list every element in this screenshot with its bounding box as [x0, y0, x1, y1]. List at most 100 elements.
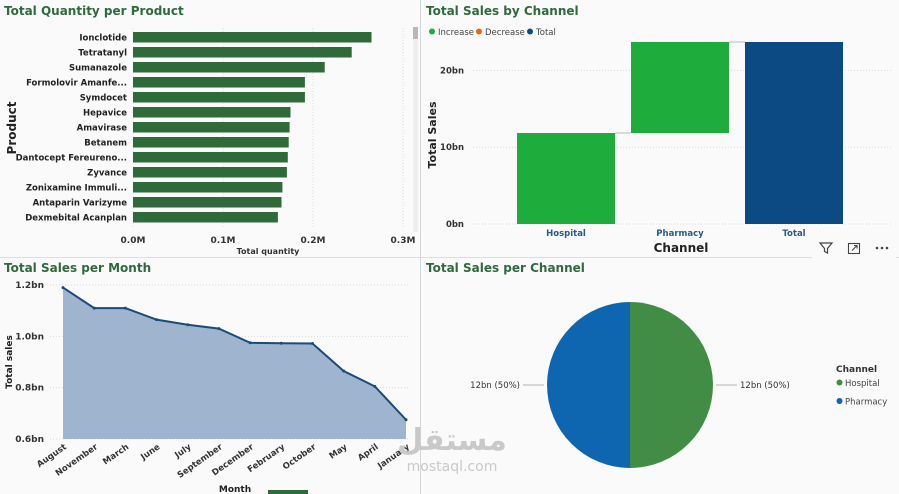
- more-options-icon[interactable]: [871, 237, 893, 259]
- waterfall-legend-marker: [476, 28, 482, 35]
- quantity-category-label: Symdocet: [80, 94, 127, 104]
- pie-slice[interactable]: [547, 302, 630, 468]
- area-y-tick: 1.2bn: [15, 281, 44, 291]
- channel-pie-chart[interactable]: 12bn (50%) 12bn (50%) Channel Hospital Pha…: [421, 258, 899, 494]
- waterfall-y-tick: 20bn: [440, 66, 464, 76]
- waterfall-y-tick: 0bn: [446, 220, 464, 230]
- area-point[interactable]: [92, 306, 96, 310]
- channel-waterfall-title: Total Sales by Channel: [426, 4, 579, 18]
- area-point[interactable]: [373, 384, 377, 388]
- area-fill[interactable]: [63, 287, 406, 439]
- quantity-bar[interactable]: [133, 122, 290, 133]
- quantity-bar[interactable]: [133, 167, 287, 178]
- quantity-bar[interactable]: [133, 62, 325, 73]
- area-x-label: June: [138, 442, 162, 463]
- area-point[interactable]: [123, 306, 127, 310]
- area-x-label: July: [172, 442, 193, 461]
- pie-slice[interactable]: [630, 302, 713, 468]
- month-area-panel[interactable]: Total Sales per Month 0.6bn 0.8bn 1.0bn 1.2…: [0, 258, 420, 494]
- pie-legend-label[interactable]: Hospital: [845, 379, 880, 389]
- quantity-category-label: Dexmebital Acanplan: [25, 214, 127, 224]
- area-point[interactable]: [404, 418, 408, 422]
- channel-waterfall-chart[interactable]: Increase Decrease Total 0bn 10bn 20bn Hospit…: [421, 0, 899, 257]
- quantity-category-label: Hepavice: [83, 109, 127, 119]
- quantity-scrollbar-track[interactable]: [413, 27, 418, 232]
- quantity-bar[interactable]: [133, 107, 291, 118]
- area-point[interactable]: [342, 369, 346, 373]
- waterfall-x-label: Total: [782, 229, 805, 239]
- quantity-bar[interactable]: [133, 92, 305, 103]
- area-y-axis-title: Total sales: [5, 335, 15, 389]
- waterfall-x-axis-title: Channel: [654, 241, 709, 255]
- quantity-category-label: Antaparin Varizyme: [33, 199, 128, 209]
- waterfall-legend-label[interactable]: Decrease: [485, 28, 525, 38]
- quantity-x-axis-title: Total quantity: [237, 247, 301, 256]
- waterfall-bar[interactable]: [745, 41, 843, 224]
- area-y-tick: 0.6bn: [15, 435, 44, 445]
- quantity-bar[interactable]: [133, 212, 278, 223]
- area-point[interactable]: [186, 323, 190, 327]
- area-point[interactable]: [155, 318, 159, 322]
- waterfall-x-label: Hospital: [546, 229, 586, 239]
- channel-pie-title: Total Sales per Channel: [426, 261, 585, 275]
- quantity-bar[interactable]: [133, 137, 289, 148]
- horizontal-divider: [0, 257, 899, 258]
- mostaql-watermark: مستقل mostaql.com: [397, 423, 507, 476]
- pie-legend-marker: [836, 398, 843, 404]
- quantity-category-label: Zyvance: [87, 169, 127, 179]
- area-y-tick: 1.0bn: [15, 332, 44, 342]
- quantity-category-label: Tetratanyl: [78, 49, 127, 59]
- waterfall-y-tick: 10bn: [440, 143, 464, 153]
- quantity-bar[interactable]: [133, 47, 352, 58]
- area-x-label: March: [101, 442, 131, 467]
- pie-legend-label[interactable]: Pharmacy: [845, 398, 887, 408]
- waterfall-bar[interactable]: [517, 132, 615, 224]
- area-point[interactable]: [217, 327, 221, 331]
- area-y-tick: 0.8bn: [15, 384, 44, 394]
- area-point[interactable]: [279, 341, 283, 345]
- waterfall-legend-marker: [429, 28, 435, 35]
- area-x-label: October: [281, 442, 319, 473]
- quantity-bar[interactable]: [133, 77, 305, 88]
- area-x-label: May: [328, 442, 350, 462]
- waterfall-legend-label[interactable]: Increase: [438, 28, 474, 38]
- page-tab-indicator[interactable]: [268, 490, 308, 494]
- visual-header-actions: [812, 236, 896, 260]
- filter-icon[interactable]: [815, 237, 837, 259]
- channel-pie-panel[interactable]: Total Sales per Channel 12bn (50%) 12bn (…: [421, 258, 899, 494]
- quantity-bar[interactable]: [133, 197, 282, 208]
- area-point[interactable]: [310, 342, 314, 346]
- quantity-bar[interactable]: [133, 32, 372, 43]
- waterfall-y-axis-title: Total Sales: [426, 101, 439, 168]
- area-line[interactable]: [62, 286, 407, 421]
- month-area-title: Total Sales per Month: [4, 261, 152, 275]
- quantity-bar-chart[interactable]: Ionclotide Tetratanyl Sumanazole Formolovir…: [0, 0, 420, 257]
- pie-legend-title: Channel: [836, 365, 877, 375]
- quantity-bar[interactable]: [133, 182, 283, 193]
- waterfall-bar[interactable]: [631, 41, 729, 133]
- channel-waterfall-panel[interactable]: Total Sales by Channel Increase Decrease T…: [421, 0, 899, 257]
- area-x-label: April: [356, 442, 380, 463]
- area-point[interactable]: [248, 341, 252, 345]
- waterfall-legend-label[interactable]: Total: [535, 28, 556, 38]
- quantity-scrollbar-thumb[interactable]: [413, 27, 418, 39]
- quantity-category-label: Dantocept Fereureno...: [16, 154, 127, 164]
- focus-mode-icon[interactable]: [843, 237, 865, 259]
- area-x-axis-title: Month: [219, 485, 251, 494]
- vertical-divider: [420, 0, 421, 494]
- quantity-category-label: Betanem: [84, 139, 127, 149]
- quantity-x-tick: 0.1M: [211, 236, 236, 246]
- pie-data-label: 12bn (50%): [740, 381, 790, 391]
- quantity-bar[interactable]: [133, 152, 288, 163]
- area-point[interactable]: [61, 286, 65, 290]
- quantity-x-tick: 0.2M: [301, 236, 326, 246]
- quantity-x-tick: 0.3M: [391, 236, 416, 246]
- quantity-x-tick: 0.0M: [121, 236, 146, 246]
- pie-legend-marker: [836, 379, 843, 386]
- watermark-url: mostaql.com: [406, 459, 498, 475]
- quantity-category-label: Sumanazole: [69, 64, 127, 74]
- quantity-category-label: Zonixamine Immuli...: [26, 184, 127, 194]
- quantity-panel[interactable]: Total Quantity per Product Ionclotide Tet…: [0, 0, 420, 257]
- watermark-logo: مستقل: [397, 423, 507, 458]
